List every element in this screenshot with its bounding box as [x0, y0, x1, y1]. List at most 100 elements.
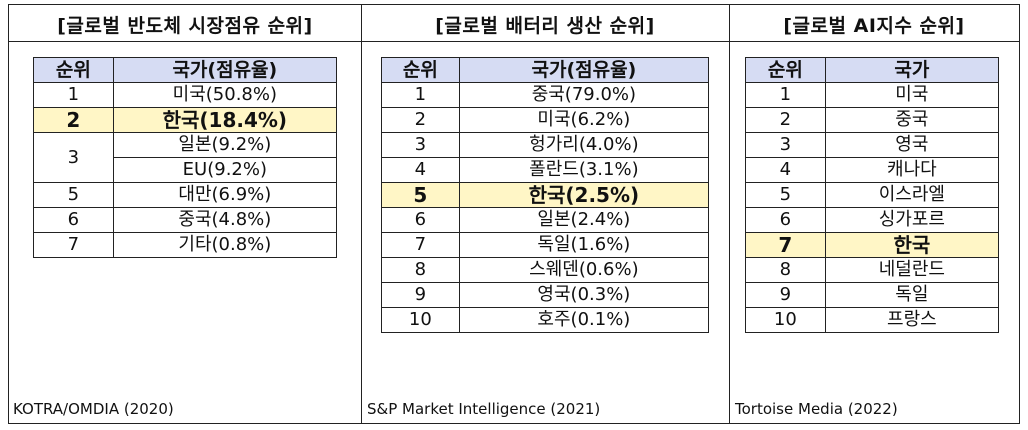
country-cell: 중국(79.0%): [458, 82, 710, 108]
country-cell: 프랑스: [824, 307, 1000, 333]
battery-rank-table: 순위 국가(점유율) 1 중국(79.0%) 2 미국(6.2%) 3 헝가리(4.0…: [381, 57, 710, 333]
rank-cell: 2: [381, 107, 460, 133]
country-cell: 중국(4.8%): [112, 207, 338, 233]
table-row: 6 싱가포르: [745, 207, 1000, 233]
country-cell: 미국(50.8%): [112, 82, 338, 108]
table-row: 7 기타(0.8%): [33, 232, 338, 258]
rank-cell: 4: [745, 157, 826, 183]
country-cell: 네덜란드: [824, 257, 1000, 283]
panel-2-title: [글로벌 배터리 생산 순위]: [435, 15, 655, 37]
table-row: 8 스웨덴(0.6%): [381, 257, 710, 283]
divider-1: [361, 5, 362, 423]
country-cell: 대만(6.9%): [112, 182, 338, 208]
table-row: 1 중국(79.0%): [381, 82, 710, 108]
table-row: 5 대만(6.9%): [33, 182, 338, 208]
table-row: 9 독일: [745, 282, 1000, 308]
rank-cell: 6: [33, 207, 114, 233]
table-row: 10 프랑스: [745, 307, 1000, 333]
rank-cell: 7: [381, 232, 460, 258]
table-row-highlight: 2 한국(18.4%): [33, 107, 338, 133]
header-rank: 순위: [381, 57, 460, 83]
rank-cell: 6: [745, 207, 826, 233]
rank-cell: 4: [381, 157, 460, 183]
table-row-highlight: 7 한국: [745, 232, 1000, 258]
semiconductor-rank-table: 순위 국가(점유율) 1 미국(50.8%) 2 한국(18.4%) 3 일본(…: [33, 57, 338, 258]
country-cell: 스웨덴(0.6%): [458, 257, 710, 283]
country-cell: 독일: [824, 282, 1000, 308]
table-row: 6 일본(2.4%): [381, 207, 710, 233]
rank-cell: 2: [33, 107, 114, 133]
source-note: Tortoise Media (2022): [735, 400, 898, 418]
country-cell: 폴란드(3.1%): [458, 157, 710, 183]
title-band: [9, 5, 1019, 42]
country-cell: 미국: [824, 82, 1000, 108]
rank-cell: 6: [381, 207, 460, 233]
rank-cell: 7: [33, 232, 114, 258]
rank-cell: 9: [745, 282, 826, 308]
country-cell: 중국: [824, 107, 1000, 133]
rank-cell: 2: [745, 107, 826, 133]
divider-2: [729, 5, 730, 423]
rank-cell: 9: [381, 282, 460, 308]
rank-cell: 1: [381, 82, 460, 108]
country-cell: 호주(0.1%): [458, 307, 710, 333]
rank-cell: 5: [745, 182, 826, 208]
country-cell: 영국: [824, 132, 1000, 158]
table-row: 3 헝가리(4.0%): [381, 132, 710, 158]
ai-index-rank-table: 순위 국가 1 미국 2 중국 3 영국 4 캐나다 5 이스라엘 6 싱가포르 7 한국 8…: [745, 57, 1000, 333]
table-row: 6 중국(4.8%): [33, 207, 338, 233]
country-cell: 캐나다: [824, 157, 1000, 183]
country-cell: 영국(0.3%): [458, 282, 710, 308]
rank-cell: 3: [33, 132, 114, 183]
rank-cell: 8: [381, 257, 460, 283]
table-row-highlight: 5 한국(2.5%): [381, 182, 710, 208]
country-cell: 헝가리(4.0%): [458, 132, 710, 158]
header-rank: 순위: [33, 57, 114, 83]
country-cell: 한국(18.4%): [112, 107, 338, 133]
source-note: S&P Market Intelligence (2021): [367, 400, 601, 418]
rank-cell: 3: [381, 132, 460, 158]
rank-cell: 8: [745, 257, 826, 283]
rank-cell: 7: [745, 232, 826, 258]
comparison-frame: [글로벌 반도체 시장점유 순위] [글로벌 배터리 생산 순위] [글로벌 A…: [8, 4, 1020, 424]
table-row: 1 미국(50.8%): [33, 82, 338, 108]
table-row: 4 폴란드(3.1%): [381, 157, 710, 183]
rank-cell: 5: [381, 182, 460, 208]
source-note: KOTRA/OMDIA (2020): [13, 400, 174, 418]
rank-cell: 3: [745, 132, 826, 158]
panel-3-title: [글로벌 AI지수 순위]: [783, 15, 965, 37]
table-row: 7 독일(1.6%): [381, 232, 710, 258]
country-cell: 이스라엘: [824, 182, 1000, 208]
country-cell: 한국(2.5%): [458, 182, 710, 208]
country-cell: 싱가포르: [824, 207, 1000, 233]
header-country: 국가(점유율): [112, 57, 338, 83]
table-row: 9 영국(0.3%): [381, 282, 710, 308]
panel-1-title: [글로벌 반도체 시장점유 순위]: [57, 15, 313, 37]
country-cell: 한국: [824, 232, 1000, 258]
table-header-row: 순위 국가(점유율): [33, 57, 338, 83]
rank-cell: 10: [745, 307, 826, 333]
table-header-row: 순위 국가(점유율): [381, 57, 710, 83]
table-row: 3 일본(9.2%): [33, 132, 338, 183]
country-cell: 일본(9.2%): [112, 132, 338, 158]
header-country: 국가(점유율): [458, 57, 710, 83]
table-row: 5 이스라엘: [745, 182, 1000, 208]
rank-cell: 1: [33, 82, 114, 108]
table-row: 2 중국: [745, 107, 1000, 133]
table-row: 1 미국: [745, 82, 1000, 108]
country-cell: EU(9.2%): [112, 157, 338, 183]
country-cell: 독일(1.6%): [458, 232, 710, 258]
header-country: 국가: [824, 57, 1000, 83]
country-cell: 기타(0.8%): [112, 232, 338, 258]
table-row: 8 네덜란드: [745, 257, 1000, 283]
country-cell: 일본(2.4%): [458, 207, 710, 233]
table-header-row: 순위 국가: [745, 57, 1000, 83]
table-row: EU(9.2%): [34, 157, 338, 183]
table-row: 3 영국: [745, 132, 1000, 158]
country-cell: 미국(6.2%): [458, 107, 710, 133]
table-row: 4 캐나다: [745, 157, 1000, 183]
rank-cell: 10: [381, 307, 460, 333]
table-row: 10 호주(0.1%): [381, 307, 710, 333]
rank-cell: 1: [745, 82, 826, 108]
header-rank: 순위: [745, 57, 826, 83]
